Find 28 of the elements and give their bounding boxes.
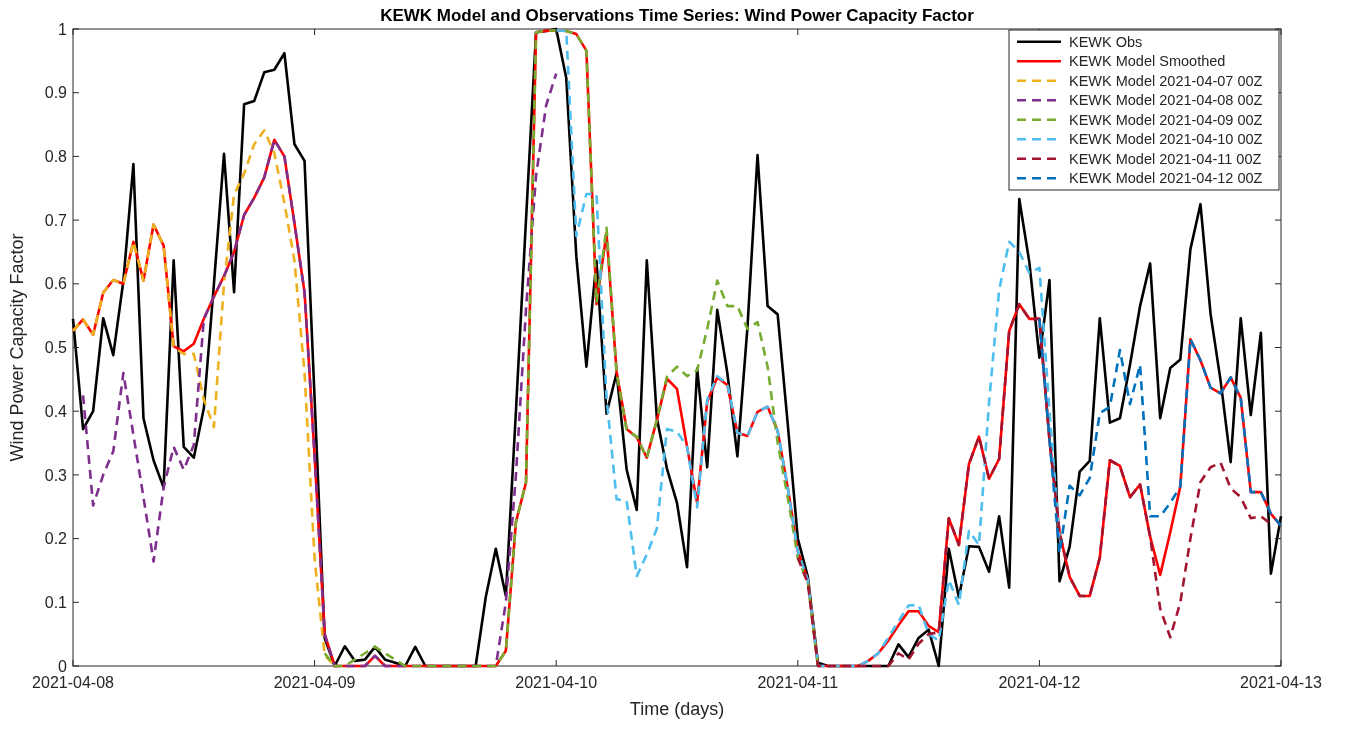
y-tick-label: 0.5 [44,339,68,357]
legend-label: KEWK Model 2021-04-08 00Z [1069,92,1263,109]
legend-label: KEWK Model 2021-04-10 00Z [1069,131,1263,148]
legend-label: KEWK Model 2021-04-09 00Z [1069,111,1263,128]
y-tick-label: 0.7 [44,211,68,229]
y-tick-label: 0.6 [44,275,68,293]
y-tick-label: 1 [58,20,68,38]
legend-label: KEWK Model 2021-04-11 00Z [1069,150,1262,167]
y-axis-title: Wind Power Capacity Factor [7,233,27,462]
x-tick-label: 2021-04-09 [273,674,356,691]
y-tick-label: 0.9 [44,84,68,102]
x-axis-title: Time (days) [629,699,725,719]
y-tick-label: 0.1 [44,593,68,611]
legend-label: KEWK Model 2021-04-12 00Z [1069,170,1263,187]
y-tick-label: 0.8 [44,148,68,165]
x-tick-label: 2021-04-08 [32,674,115,691]
x-tick-label: 2021-04-11 [757,674,839,691]
y-tick-label: 0.4 [44,402,68,420]
x-tick-label: 2021-04-13 [1240,674,1323,691]
legend-label: KEWK Model 2021-04-07 00Z [1069,72,1263,89]
chart-title: KEWK Model and Observations Time Series: Wind Power Capacity Factor [380,6,975,25]
legend-label: KEWK Model Smoothed [1069,53,1226,70]
y-tick-label: 0.2 [44,530,68,548]
y-tick-label: 0.3 [44,466,68,484]
legend-label: KEWK Obs [1069,33,1143,50]
y-tick-label: 0 [58,657,68,675]
x-tick-label: 2021-04-12 [998,674,1081,691]
x-tick-label: 2021-04-10 [515,674,598,691]
